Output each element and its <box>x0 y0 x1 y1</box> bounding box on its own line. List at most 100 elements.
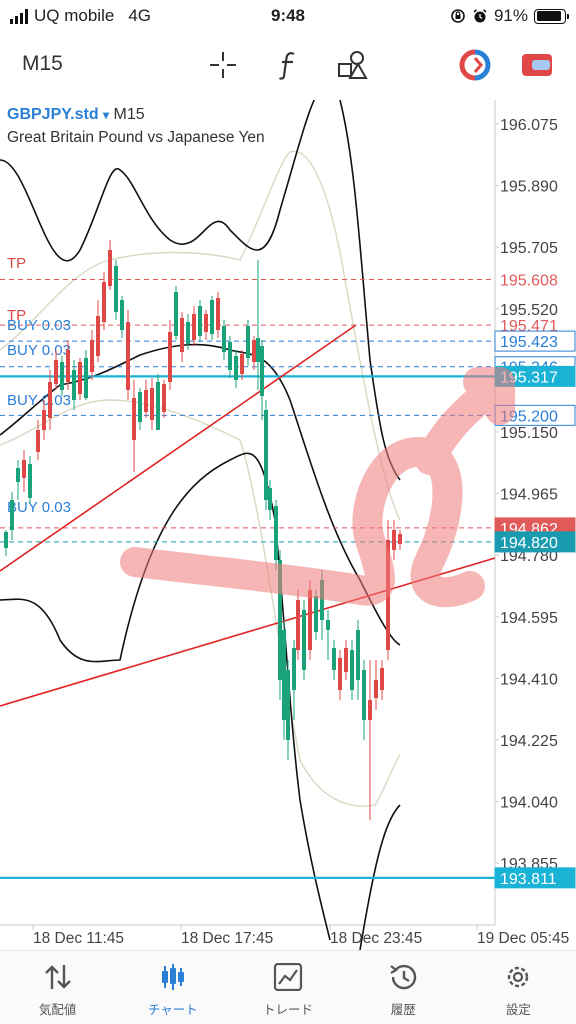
battery-icon <box>534 8 569 24</box>
price-level-tag <box>494 531 576 553</box>
function-icon[interactable] <box>272 48 306 82</box>
candle-body <box>22 460 26 478</box>
candle-body <box>228 342 232 370</box>
candle-body <box>362 670 366 720</box>
nav-label: 履歴 <box>390 1003 416 1017</box>
carrier-name: UQ mobile <box>34 6 115 25</box>
status-right: 91% <box>450 6 569 26</box>
battery-percent: 91% <box>493 6 528 25</box>
order-label: BUY 0.03 <box>7 342 71 359</box>
alarm-icon <box>473 9 487 23</box>
price-tick-label: 194.410 <box>500 671 558 688</box>
order-label: TP <box>7 307 26 324</box>
candle-body <box>260 346 264 396</box>
price-level-label: 195.423 <box>500 334 558 351</box>
candle-body <box>252 340 256 362</box>
candle-body <box>338 658 342 690</box>
candle-body <box>268 488 272 510</box>
candle-body <box>138 392 142 422</box>
trade-icon <box>273 963 303 991</box>
candle-body <box>4 532 8 548</box>
crosshair-icon[interactable] <box>206 48 240 82</box>
settings-icon <box>508 966 529 988</box>
candle-body <box>60 362 64 390</box>
candle-body <box>350 650 354 690</box>
envelope-lower-line <box>0 399 401 807</box>
price-tick-label: 195.520 <box>500 302 558 319</box>
timeframe-button[interactable]: M15 <box>22 52 63 75</box>
candle-body <box>168 332 172 382</box>
time-tick-label: 19 Dec 05:45 <box>477 930 569 947</box>
nav-settings[interactable]: 設定 <box>461 951 576 1024</box>
price-level-tag <box>494 867 576 889</box>
candle-body <box>282 630 286 720</box>
one-click-trade-icon[interactable] <box>520 48 554 82</box>
candle-body <box>204 314 208 332</box>
candle-body <box>132 398 136 440</box>
candle-body <box>392 530 396 550</box>
nav-chart[interactable]: チャート <box>115 951 230 1024</box>
handwritten-annotation <box>120 367 515 608</box>
candle-body <box>114 266 118 312</box>
candle-body <box>264 410 268 500</box>
time-tick-label: 18 Dec 11:45 <box>33 930 124 947</box>
candle-body <box>48 382 52 418</box>
bottom-navigation: 気配値 チャート トレード 履歴 設定 <box>0 950 576 1024</box>
candle-body <box>278 560 282 680</box>
candle-body <box>356 630 360 680</box>
price-chart[interactable]: 196.075 195.890 195.705 195.520 195.150 194.9… <box>0 100 576 950</box>
chart-icon <box>161 964 184 990</box>
trade-signal-icon[interactable] <box>458 48 492 82</box>
candle-body <box>256 338 260 362</box>
symbol-header[interactable]: GBPJPY.std ▾ M15 <box>7 106 145 124</box>
price-tick-label: 195.890 <box>500 179 558 196</box>
candle-body <box>66 350 70 382</box>
candle-body <box>174 292 178 336</box>
chart-toolbar: M15 <box>0 40 576 90</box>
objects-icon[interactable] <box>336 48 370 82</box>
symbol-timeframe: M15 <box>113 106 145 123</box>
candle-body <box>162 384 166 412</box>
candle-body <box>192 314 196 340</box>
nav-history[interactable]: 履歴 <box>346 951 461 1024</box>
nav-trade[interactable]: トレード <box>230 951 345 1024</box>
status-bar: UQ mobile 4G 9:48 91% <box>0 0 576 34</box>
signal-icon <box>10 8 28 24</box>
candle-body <box>326 620 330 630</box>
candle-body <box>292 648 296 690</box>
band-upper-line <box>0 100 401 481</box>
envelope-upper-line <box>0 150 401 521</box>
price-tick-label: 195.705 <box>500 240 558 257</box>
candle-body <box>216 298 220 330</box>
price-tick-label: 194.965 <box>500 487 558 504</box>
candle-body <box>42 410 46 430</box>
candle-body <box>240 354 244 374</box>
candle-body <box>308 590 312 650</box>
candle-body <box>96 316 100 356</box>
price-level-label: 194.820 <box>500 535 558 552</box>
nav-quotes[interactable]: 気配値 <box>0 951 115 1024</box>
candle-body <box>54 360 58 384</box>
candle-body <box>28 464 32 498</box>
candle-body <box>344 648 348 672</box>
status-left: UQ mobile 4G <box>10 6 151 26</box>
candle-body <box>72 370 76 400</box>
symbol-name[interactable]: GBPJPY.std <box>7 106 99 123</box>
order-label: BUY 0.03 <box>7 317 71 334</box>
candle-body <box>120 300 124 330</box>
candle-body <box>108 250 112 286</box>
chart-canvas[interactable]: 196.075 195.890 195.705 195.520 195.150 194.9… <box>0 100 576 950</box>
candle-body <box>78 362 82 394</box>
time-tick-label: 18 Dec 23:45 <box>330 930 422 947</box>
price-level-label: 193.811 <box>500 871 557 888</box>
candle-body <box>180 318 184 352</box>
network-type: 4G <box>128 6 151 25</box>
price-tick-label: 194.595 <box>500 610 558 627</box>
candle-body <box>320 580 324 620</box>
symbol-caret-icon[interactable]: ▾ <box>103 108 110 122</box>
rotation-lock-icon <box>451 9 465 23</box>
candle-body <box>332 648 336 670</box>
candle-body <box>36 430 40 452</box>
candle-body <box>84 358 88 398</box>
candle-body <box>90 340 94 372</box>
